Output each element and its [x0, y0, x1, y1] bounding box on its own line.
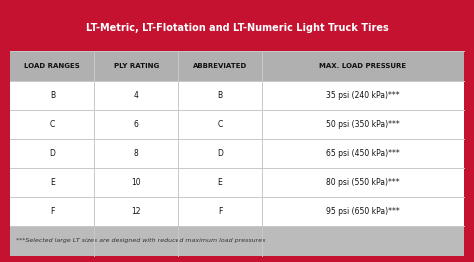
FancyBboxPatch shape [10, 168, 464, 197]
Text: 8: 8 [134, 149, 138, 158]
Text: 95 psi (650 kPa)***: 95 psi (650 kPa)*** [326, 207, 400, 216]
Text: ***Selected large LT sizes are designed with reduced maximum load pressures: ***Selected large LT sizes are designed … [16, 238, 265, 243]
Text: 50 psi (350 kPa)***: 50 psi (350 kPa)*** [326, 120, 400, 129]
FancyBboxPatch shape [10, 110, 464, 139]
Text: PLY RATING: PLY RATING [114, 63, 159, 69]
FancyBboxPatch shape [10, 6, 464, 51]
Text: LT-Metric, LT-Flotation and LT-Numeric Light Truck Tires: LT-Metric, LT-Flotation and LT-Numeric L… [86, 23, 388, 33]
Text: D: D [49, 149, 55, 158]
Text: E: E [50, 178, 55, 187]
Text: 12: 12 [131, 207, 141, 216]
Text: F: F [218, 207, 222, 216]
Text: 6: 6 [134, 120, 138, 129]
Text: C: C [218, 120, 223, 129]
Text: 65 psi (450 kPa)***: 65 psi (450 kPa)*** [326, 149, 400, 158]
FancyBboxPatch shape [10, 226, 464, 256]
Text: D: D [217, 149, 223, 158]
Text: C: C [50, 120, 55, 129]
Text: B: B [218, 91, 223, 100]
FancyBboxPatch shape [10, 81, 464, 110]
Text: 80 psi (550 kPa)***: 80 psi (550 kPa)*** [326, 178, 400, 187]
Text: B: B [50, 91, 55, 100]
Text: ABBREVIATED: ABBREVIATED [193, 63, 247, 69]
Text: MAX. LOAD PRESSURE: MAX. LOAD PRESSURE [319, 63, 406, 69]
Text: 4: 4 [134, 91, 138, 100]
FancyBboxPatch shape [10, 139, 464, 168]
FancyBboxPatch shape [10, 197, 464, 226]
Text: LOAD RANGES: LOAD RANGES [25, 63, 80, 69]
FancyBboxPatch shape [10, 51, 464, 81]
Text: 35 psi (240 kPa)***: 35 psi (240 kPa)*** [326, 91, 400, 100]
Text: E: E [218, 178, 222, 187]
Text: 10: 10 [131, 178, 141, 187]
Text: F: F [50, 207, 55, 216]
